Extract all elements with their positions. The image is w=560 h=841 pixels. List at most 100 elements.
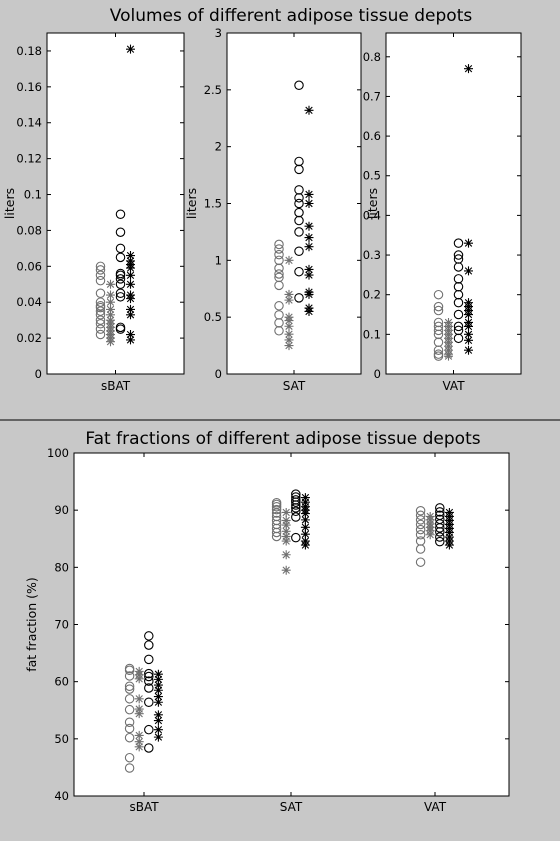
data-point-asterisk [464,335,473,345]
y-tick-label: 0 [35,367,42,381]
data-point-circle [274,310,284,320]
data-point-asterisk [281,520,291,530]
axes-sbat-volume: 0 0.02 0.04 0.06 0.08 0.1 0.12 0.14 0.16 0.18 sBA… [2,32,185,393]
data-point-circle [95,261,106,272]
data-point-asterisk [126,270,135,280]
data-point-circle [144,668,154,679]
data-point-asterisk [284,295,294,305]
data-point-asterisk [304,189,314,199]
data-point-circle [294,185,304,195]
data-point-circle [124,704,135,715]
data-point-circle [435,514,445,525]
data-point-circle [294,207,304,218]
data-point-circle [95,310,106,320]
data-point-asterisk [153,669,163,679]
y-tick-label: 0.7 [363,89,381,103]
points-vat-volume [433,64,473,361]
y-tick-label: 0.04 [16,295,42,309]
y-tick-label: 0.08 [16,223,42,237]
data-point-circle [115,279,126,290]
data-point-circle [274,269,284,279]
y-tick-label: 0.14 [16,116,42,130]
data-point-circle [95,301,106,311]
data-point-asterisk [304,242,314,252]
y-tick-label: 0.3 [363,248,381,262]
data-point-asterisk [284,329,294,339]
data-point-asterisk [134,704,144,714]
data-point-circle [291,495,301,505]
data-point-asterisk [126,304,135,314]
data-point-circle [453,274,464,284]
data-point-circle [274,249,284,260]
data-point-asterisk [106,304,115,314]
data-point-asterisk [134,730,144,740]
data-point-asterisk [281,515,291,525]
data-point-circle [435,532,445,542]
y-label-sbat-volume: liters [2,188,17,219]
data-point-circle [433,305,444,316]
data-point-circle [95,270,106,281]
data-point-asterisk [106,315,115,325]
y-tick-label: 40 [54,789,69,803]
data-point-asterisk [106,279,115,289]
data-point-circle [144,683,154,693]
y-tick-label: 60 [54,675,69,689]
data-point-circle [124,694,135,704]
data-point-circle [115,274,126,284]
data-point-circle [95,265,106,275]
data-point-circle [95,315,106,325]
data-point-asterisk [126,256,135,266]
data-point-asterisk [300,497,310,507]
data-point-circle [144,654,154,665]
data-point-asterisk [304,287,314,297]
data-point-asterisk [304,270,314,280]
data-point-circle [124,663,135,674]
data-point-circle [453,238,464,248]
y-ticks-vat-volume: 0 0.1 0.2 0.3 0.4 0.5 0.6 0.7 0.8 [363,32,522,381]
data-point-circle [294,80,304,91]
y-tick-label: 100 [47,446,69,460]
data-point-asterisk [444,532,454,542]
data-point-circle [291,532,301,543]
data-point-circle [415,515,426,525]
data-point-asterisk [464,64,473,74]
data-point-circle [271,504,282,515]
data-point-asterisk [153,680,163,690]
data-point-circle [144,631,154,641]
data-point-asterisk [126,279,135,289]
y-label-fat-fraction: fat fraction (%) [24,577,39,672]
data-point-asterisk [464,345,473,355]
data-point-asterisk [281,531,291,541]
data-point-circle [435,503,445,513]
data-point-circle [294,246,304,256]
y-tick-label: 2.5 [204,83,222,97]
data-point-asterisk [281,536,291,546]
data-point-circle [415,524,426,535]
y-tick-label: 0.5 [363,169,381,183]
data-point-circle [274,239,284,250]
data-point-asterisk [134,666,144,676]
data-point-asterisk [153,732,163,742]
data-point-asterisk [284,335,294,345]
data-point-circle [294,156,304,167]
data-point-asterisk [106,297,115,307]
y-label-sat-volume: liters [184,188,199,219]
y-tick-label: 0.1 [24,188,42,202]
data-point-circle [453,254,464,264]
data-point-asterisk [281,526,291,536]
axes-sat-volume: 0 0.5 1 1.5 2 2.5 3 SAT liters [184,26,362,393]
data-point-asterisk [284,289,294,299]
data-point-circle [115,292,126,302]
data-point-circle [294,227,304,237]
data-point-asterisk [284,321,294,331]
data-point-asterisk [281,565,291,575]
y-ticks-fat-fraction: 40 50 60 70 80 90 100 [47,446,510,803]
y-tick-label: 80 [54,560,69,574]
y-ticks-sat-volume: 0 0.5 1 1.5 2 2.5 3 [204,26,362,381]
data-point-circle [415,519,426,530]
data-point-asterisk [106,310,115,320]
top-figure-title: Volumes of different adipose tissue depo… [110,6,473,26]
data-point-circle [95,288,106,298]
data-point-circle [144,640,154,650]
